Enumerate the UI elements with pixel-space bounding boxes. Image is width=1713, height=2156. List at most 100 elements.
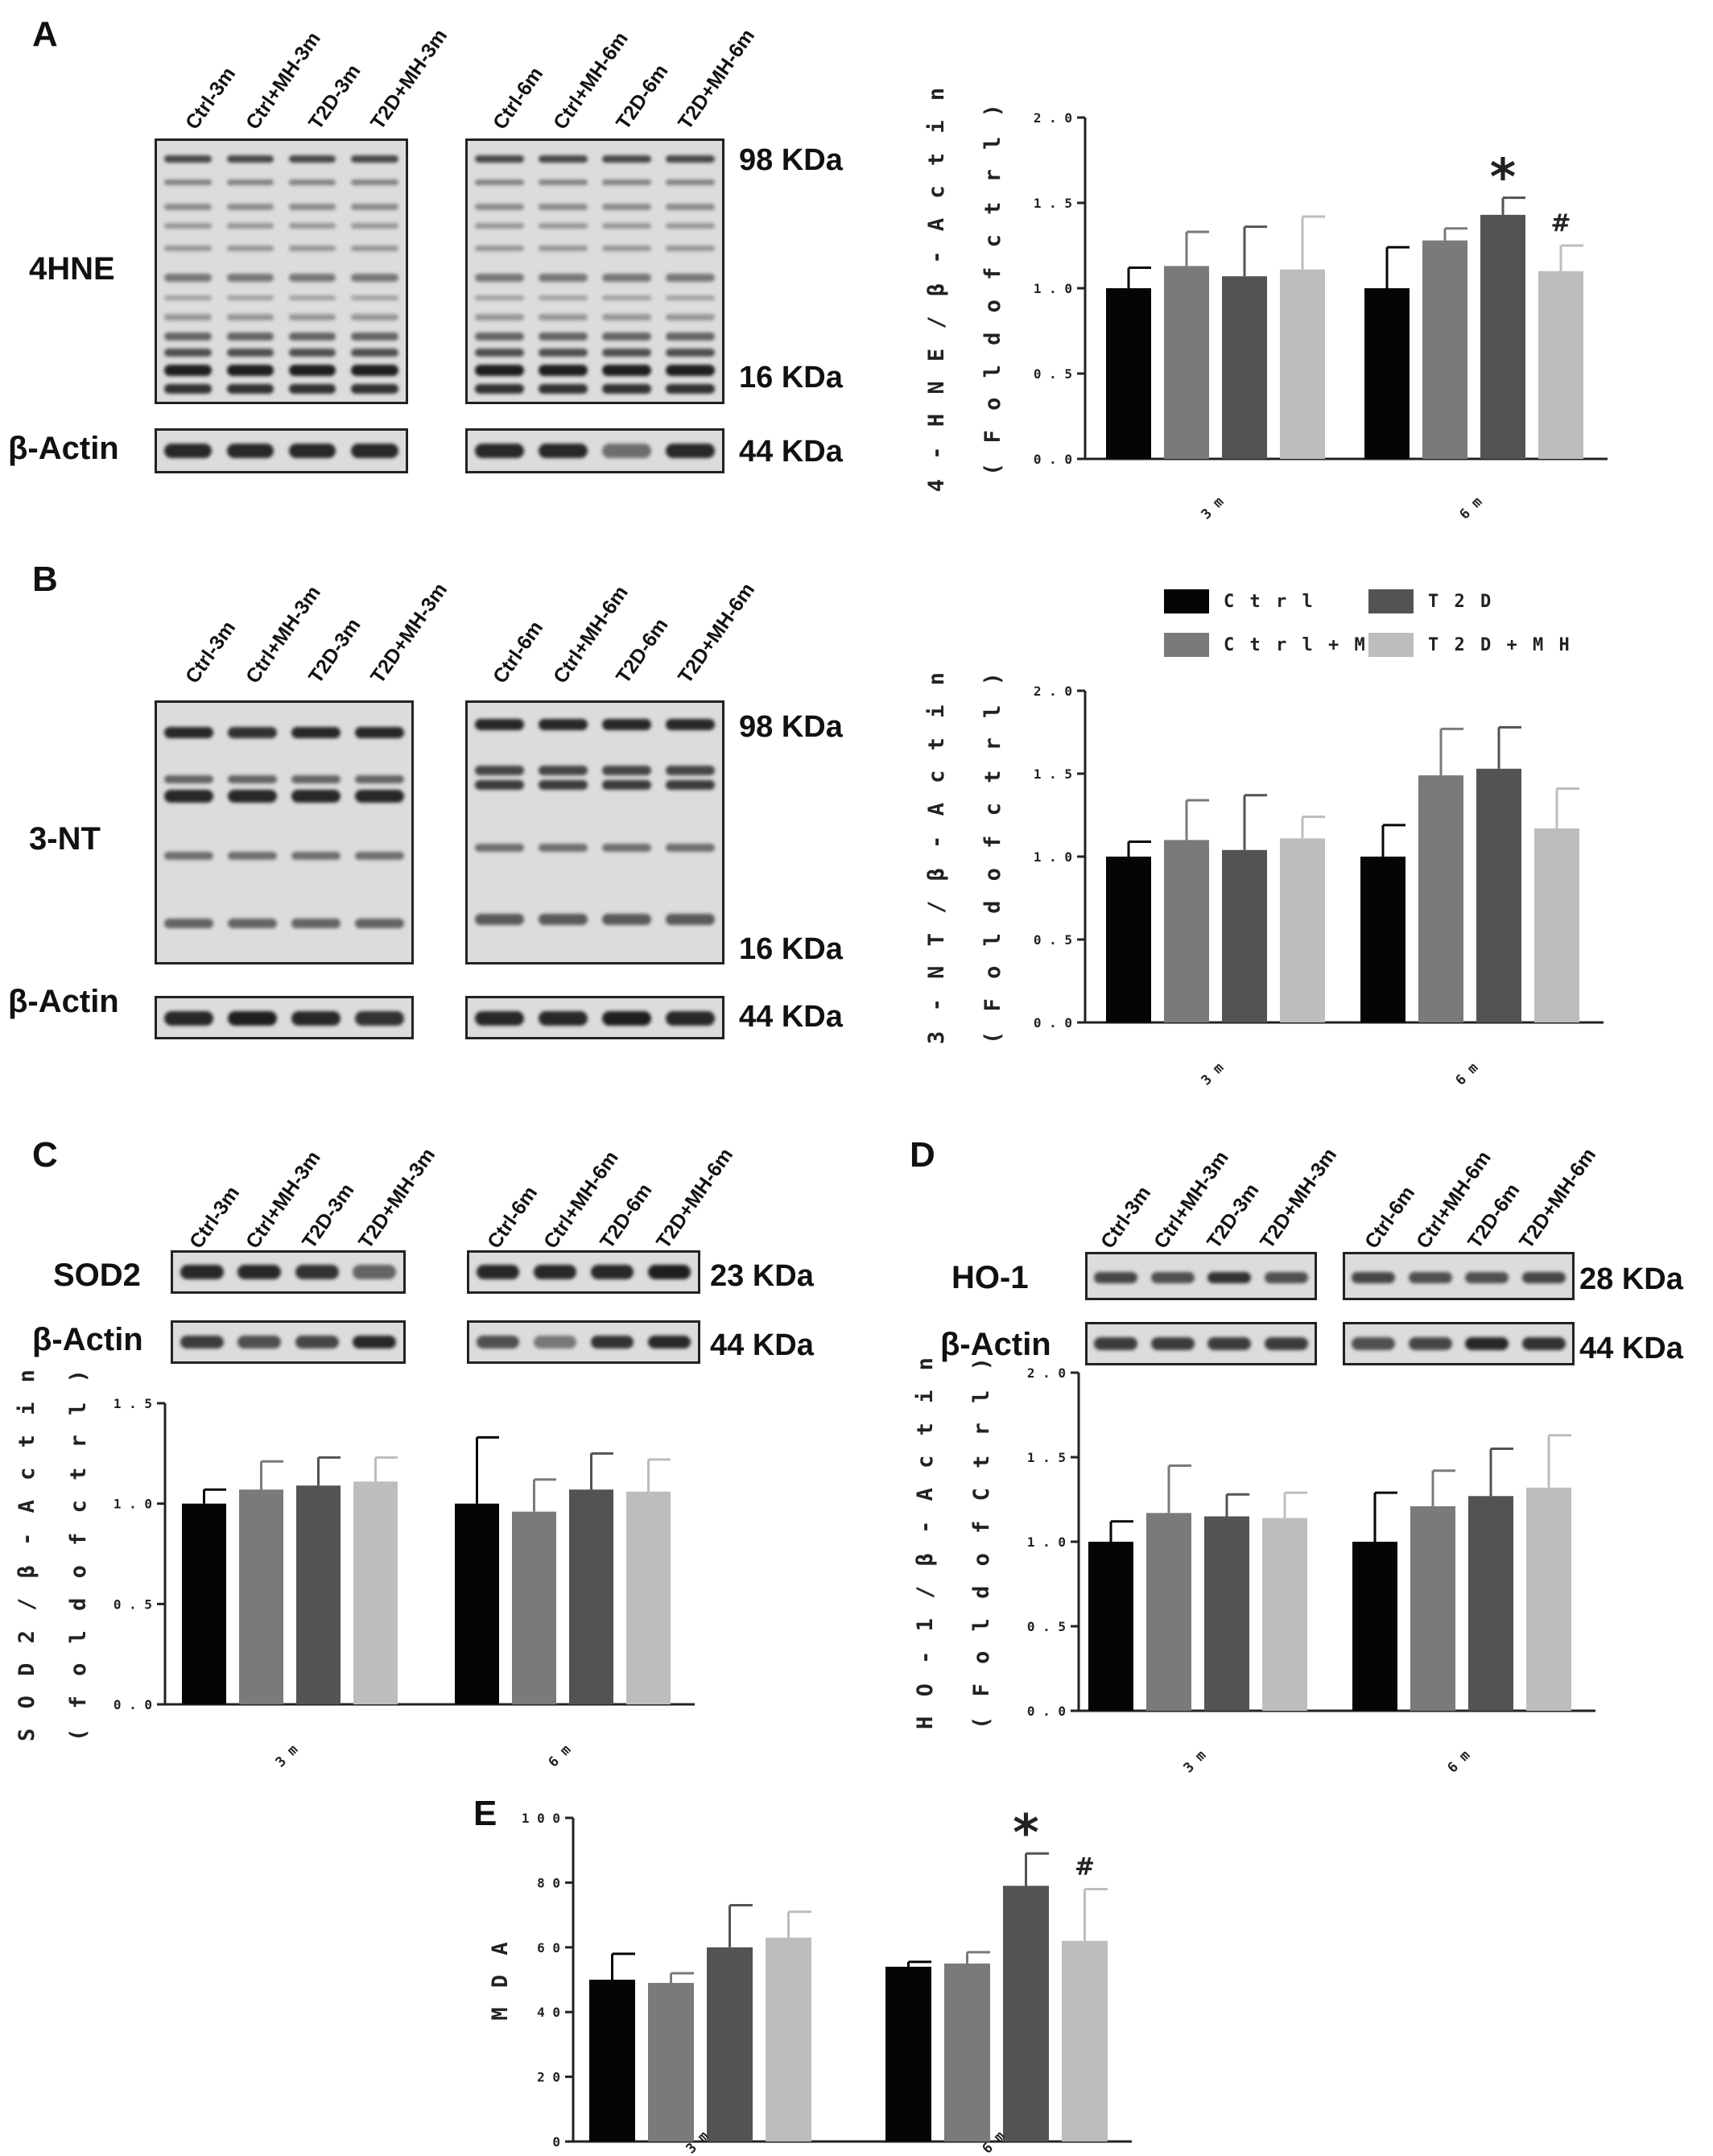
blot-band xyxy=(226,223,274,229)
blot-band xyxy=(355,919,404,928)
blot-band xyxy=(666,295,715,300)
legend-label: T 2 D + M H xyxy=(1428,635,1572,655)
blot-band xyxy=(647,1265,691,1279)
bar xyxy=(1468,1496,1513,1711)
panel-label-c: C xyxy=(32,1135,58,1175)
blot-band xyxy=(475,155,524,163)
blot-band xyxy=(226,180,274,185)
blot-band xyxy=(164,223,212,229)
bar xyxy=(626,1491,671,1704)
western-blot-actin-b-3m xyxy=(155,996,414,1039)
blot-band xyxy=(475,1011,524,1026)
y-tick-label: 2 . 0 xyxy=(1027,1365,1066,1381)
blot-band xyxy=(602,349,651,357)
blot-band xyxy=(355,775,404,783)
bar xyxy=(296,1485,341,1704)
blot-band xyxy=(602,332,651,341)
bar xyxy=(1164,840,1209,1022)
western-blot-actin-c-6m xyxy=(467,1320,700,1364)
protein-label: β-Actin xyxy=(8,984,119,1019)
blot-band xyxy=(1207,1337,1252,1350)
blot-band xyxy=(539,914,588,925)
blot-band xyxy=(180,1265,224,1279)
mw-label: 98 KDa xyxy=(739,143,843,177)
y-tick-label: 0 . 0 xyxy=(114,1697,152,1712)
blot-band xyxy=(475,246,524,251)
blot-band xyxy=(539,1011,588,1026)
y-tick-label: 2 . 0 xyxy=(1034,684,1072,699)
blot-band xyxy=(666,223,715,229)
blot-band xyxy=(228,727,277,738)
blot-band xyxy=(539,155,588,163)
blot-band xyxy=(226,204,274,210)
blot-band xyxy=(164,204,212,210)
bar xyxy=(1204,1516,1249,1711)
y-tick-label: 8 0 xyxy=(537,1875,560,1890)
x-tick-label: 3 m xyxy=(1199,494,1228,523)
western-blot-4hne-6m xyxy=(465,138,724,404)
blot-band xyxy=(475,766,524,775)
legend-label: C t r l xyxy=(1224,592,1315,612)
blot-band xyxy=(539,274,588,282)
bar xyxy=(1364,288,1410,459)
blot-band xyxy=(539,384,588,394)
blot-band xyxy=(226,295,274,300)
blot-band xyxy=(351,444,398,458)
blot-band xyxy=(476,1336,520,1349)
y-tick-label: 1 . 0 xyxy=(114,1497,152,1512)
blot-band xyxy=(164,919,213,928)
blot-band xyxy=(351,180,398,185)
blot-band xyxy=(351,349,398,357)
protein-label: β-Actin xyxy=(8,431,119,466)
blot-band xyxy=(228,852,277,860)
blot-band xyxy=(351,384,398,394)
bar xyxy=(1422,240,1467,459)
blot-band xyxy=(1094,1272,1138,1283)
western-blot-actin-b-6m xyxy=(465,996,724,1039)
blot-band xyxy=(226,384,274,394)
y-tick-label: 1 . 5 xyxy=(1034,766,1072,782)
blot-band xyxy=(1207,1272,1252,1283)
y-axis-label: ( F o l d o f c t r l ) xyxy=(980,101,1005,476)
blot-band xyxy=(666,349,715,357)
blot-band xyxy=(590,1265,634,1279)
bar xyxy=(1222,849,1267,1022)
protein-label: SOD2 xyxy=(53,1258,141,1293)
y-axis-label: H O - 1 / β - A c t i n xyxy=(913,1354,938,1729)
blot-band xyxy=(237,1336,282,1349)
y-tick-label: 1 0 0 xyxy=(522,1811,560,1826)
blot-band xyxy=(539,780,588,790)
blot-band xyxy=(666,365,715,376)
y-axis-label: 3 - N T / β - A c t i n xyxy=(924,669,949,1044)
blot-band xyxy=(351,223,398,229)
blot-band xyxy=(353,1265,397,1279)
blot-band xyxy=(295,1336,339,1349)
y-axis-label: ( F o l d o f C t r l ) xyxy=(969,1354,994,1729)
bar xyxy=(239,1489,283,1704)
blot-band xyxy=(288,223,336,229)
y-axis-label: S O D 2 / β - A c t i n xyxy=(14,1366,39,1741)
panel-label-d: D xyxy=(910,1135,935,1175)
blot-band xyxy=(164,384,212,394)
blot-band xyxy=(602,384,651,394)
blot-band xyxy=(539,365,588,376)
mw-label: 16 KDa xyxy=(739,932,843,966)
y-tick-label: 2 0 xyxy=(537,2070,560,2085)
blot-band xyxy=(533,1265,577,1279)
bar xyxy=(1088,1542,1133,1711)
blot-band xyxy=(288,180,336,185)
bar xyxy=(569,1489,613,1704)
blot-band xyxy=(164,246,212,251)
bar xyxy=(1476,768,1521,1022)
bar xyxy=(182,1503,226,1704)
blot-band xyxy=(539,349,588,357)
blot-band xyxy=(602,719,651,730)
blot-band xyxy=(226,332,274,341)
blot-band xyxy=(226,444,274,458)
blot-band xyxy=(1408,1337,1452,1350)
protein-label: β-Actin xyxy=(32,1322,143,1357)
bar xyxy=(1062,1940,1108,2142)
x-tick-label: 6 m xyxy=(546,1742,575,1771)
blot-band xyxy=(288,295,336,300)
bar xyxy=(1164,266,1209,459)
